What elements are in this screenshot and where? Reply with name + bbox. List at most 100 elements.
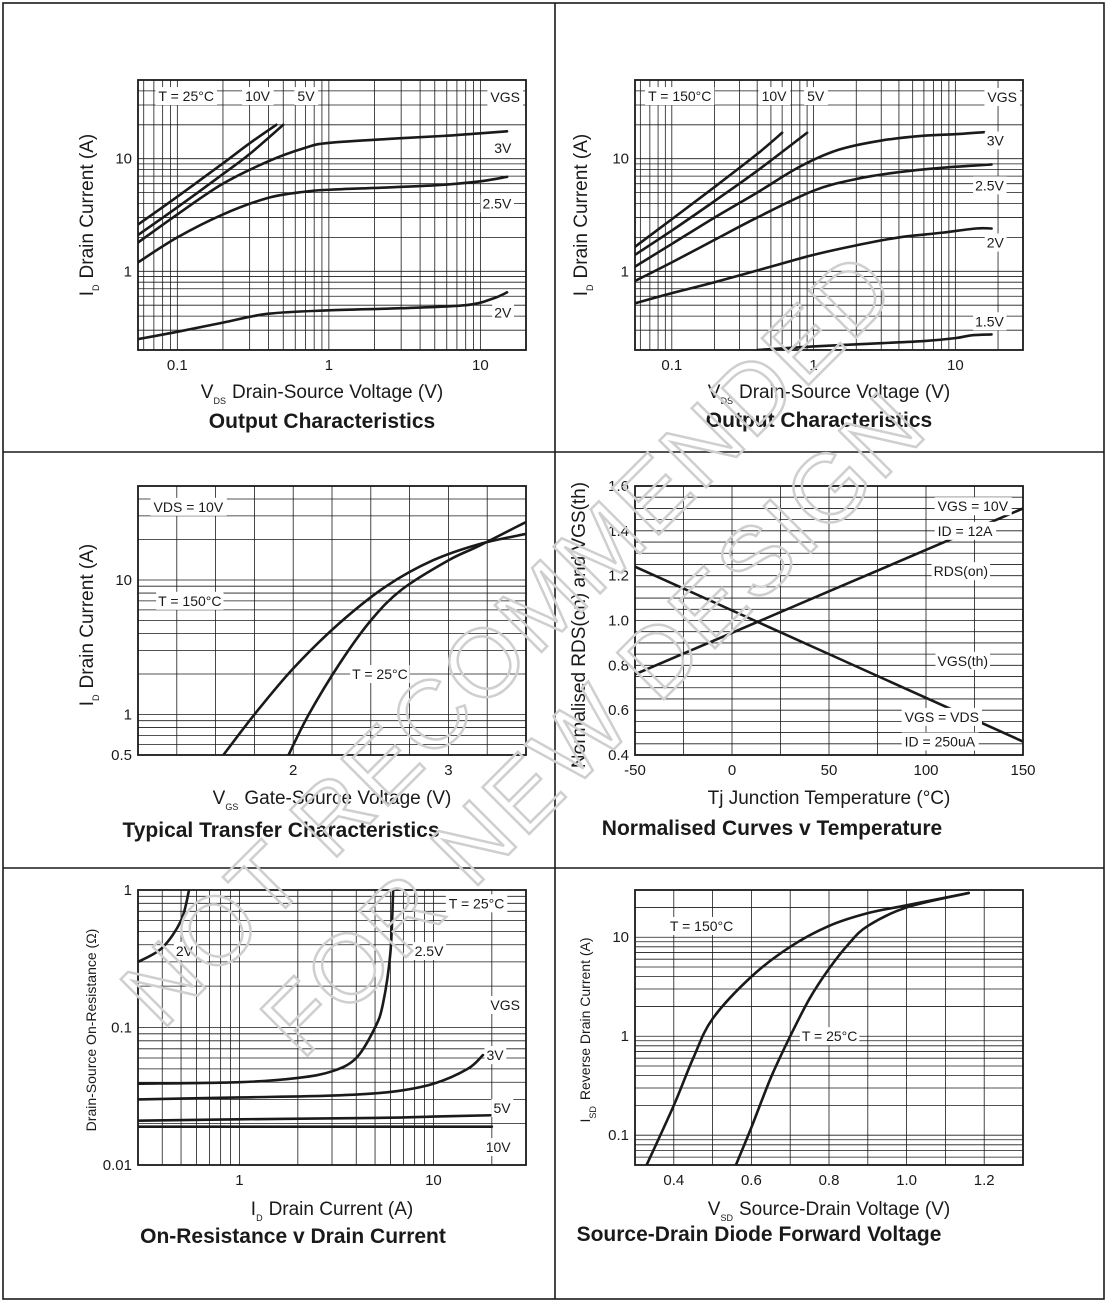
y-axis-label-symbol: I (77, 701, 98, 706)
series-line-2-5V (635, 163, 993, 283)
chart-annotation: 10V (245, 88, 271, 104)
series-label-bg (484, 1046, 507, 1065)
chart-p3: 2 3 0.5 1 10 T = 150°C T = 25°C VDS = 10V VGS Gat… (77, 485, 527, 842)
x-axis-label-subscript: DS (720, 396, 733, 406)
chart-p5: 1 10 0.01 0.1 1 2V 2.5V 3V 5V 10V T = 25°C VGS ID Dra… (83, 882, 527, 1248)
annotation-bg (901, 707, 982, 726)
series-label-bg (350, 665, 410, 684)
annotation-bg (934, 497, 1012, 516)
x-axis-label: VGS Gate-Source Voltage (V) (213, 788, 452, 812)
x-tick-label: 1.2 (974, 1172, 995, 1189)
y-tick-label: 1 (124, 707, 132, 724)
x-axis-label: VDS Drain-Source Voltage (V) (201, 382, 443, 406)
series-label: T = 25°C (802, 1028, 858, 1044)
plot-area-border (137, 79, 527, 351)
x-tick-label: 50 (821, 762, 838, 779)
legend-title-bg (487, 996, 523, 1014)
y-axis-label-text: Reverse Drain Current (A) (577, 937, 593, 1100)
x-axis-label-subscript: GS (225, 802, 238, 812)
chart-annotation: VGS = VDS (905, 709, 979, 725)
annotation-bg (242, 87, 274, 106)
y-axis-label-symbol: I (577, 1119, 593, 1123)
series-line-T-150-C (645, 891, 970, 1165)
series-line-T-25-C (734, 891, 970, 1165)
series-label-bg (667, 916, 736, 935)
y-axis-label-text: Drain Current (A) (571, 134, 592, 279)
annotation-bg (934, 521, 997, 540)
y-axis-label: Normalised RDS(on) and VGS(th) (569, 482, 590, 768)
annotation-bg (150, 497, 227, 516)
series-label-bg (492, 303, 514, 322)
series-line-1-5V (755, 333, 993, 350)
x-tick-label: 100 (913, 762, 938, 779)
x-tick-label: 0.6 (741, 1172, 762, 1189)
series-line-T-150-C (222, 532, 526, 755)
x-tick-label: 1.0 (896, 1172, 917, 1189)
y-axis-label-symbol: I (77, 291, 98, 296)
legend-title-bg (984, 88, 1020, 106)
x-tick-label: 10 (425, 1172, 442, 1189)
y-tick-label: 0.5 (111, 747, 132, 764)
series-line-2V (635, 226, 993, 305)
chart-annotation: 10V (762, 88, 788, 104)
y-tick-label: 10 (612, 929, 629, 946)
y-tick-label: 1.0 (608, 613, 629, 630)
x-tick-label: 0.1 (167, 357, 188, 374)
y-axis-label-text: Drain Current (A) (77, 544, 98, 689)
x-axis-label-text: Drain Current (A) (269, 1199, 414, 1220)
y-axis-label-subscript: D (585, 284, 595, 291)
watermark: NOT RECOMMENDED FOR NEW DESIGN (100, 230, 947, 1077)
y-axis-label: ID Drain Current (A) (571, 134, 595, 296)
series-line-3V (635, 130, 986, 268)
series-line-5V (138, 123, 285, 237)
series-label-bg (483, 1138, 514, 1157)
chart-annotation: VDS = 10V (154, 499, 224, 515)
y-axis-label-text: Drain-Source On-Resistance (Ω) (83, 929, 99, 1132)
series-label: 2.5V (975, 177, 1004, 193)
chart-annotation: T = 25°C (449, 895, 505, 911)
chart-title: Source-Drain Diode Forward Voltage (577, 1223, 942, 1246)
x-tick-label: 3 (444, 762, 452, 779)
series-label: 5V (494, 1100, 512, 1116)
legend-title: VGS (987, 89, 1017, 105)
chart-annotation: VGS = 10V (938, 498, 1009, 514)
plot-area-border (634, 889, 1024, 1166)
series-line-10V (138, 123, 278, 226)
plot-area-border (634, 485, 1024, 756)
x-axis-label-symbol: V (213, 788, 226, 809)
series-label: 1.5V (975, 313, 1004, 329)
y-tick-label: 1 (124, 263, 132, 280)
y-axis-label-subscript: D (91, 694, 101, 701)
x-tick-label: 0 (728, 762, 736, 779)
y-tick-label: 1.6 (608, 478, 629, 495)
x-axis-label-symbol: V (708, 1199, 721, 1220)
x-axis-label: ID Drain Current (A) (251, 1199, 413, 1223)
x-axis-label-subscript: DS (213, 396, 226, 406)
series-line-2V (138, 890, 191, 964)
series-line-VGS-th- (635, 565, 1023, 743)
series-line-3V (138, 130, 509, 244)
plot-area-border (634, 79, 1024, 351)
x-axis-label: VSD Source-Drain Voltage (V) (708, 1199, 950, 1223)
x-axis-label-symbol: V (201, 382, 214, 403)
x-tick-label: 0.4 (663, 1172, 684, 1189)
y-tick-label: 0.1 (111, 1020, 132, 1037)
series-label-bg (492, 138, 514, 157)
chart-title: On-Resistance v Drain Current (140, 1225, 446, 1248)
x-axis-label: Tj Junction Temperature (°C) (708, 788, 951, 809)
series-label: T = 150°C (158, 593, 221, 609)
y-axis-label: ID Drain Current (A) (77, 544, 101, 706)
series-label: 2V (176, 943, 194, 959)
series-line-10V (635, 131, 784, 249)
y-tick-label: 0.4 (608, 747, 629, 764)
series-label-bg (799, 1027, 860, 1046)
y-tick-label: 1 (621, 1028, 629, 1045)
x-tick-label: 10 (472, 357, 489, 374)
series-label: 3V (486, 1047, 504, 1063)
series-label: 2V (494, 305, 512, 321)
annotation-bg (758, 87, 791, 106)
x-axis-label-subscript: D (256, 1213, 263, 1223)
